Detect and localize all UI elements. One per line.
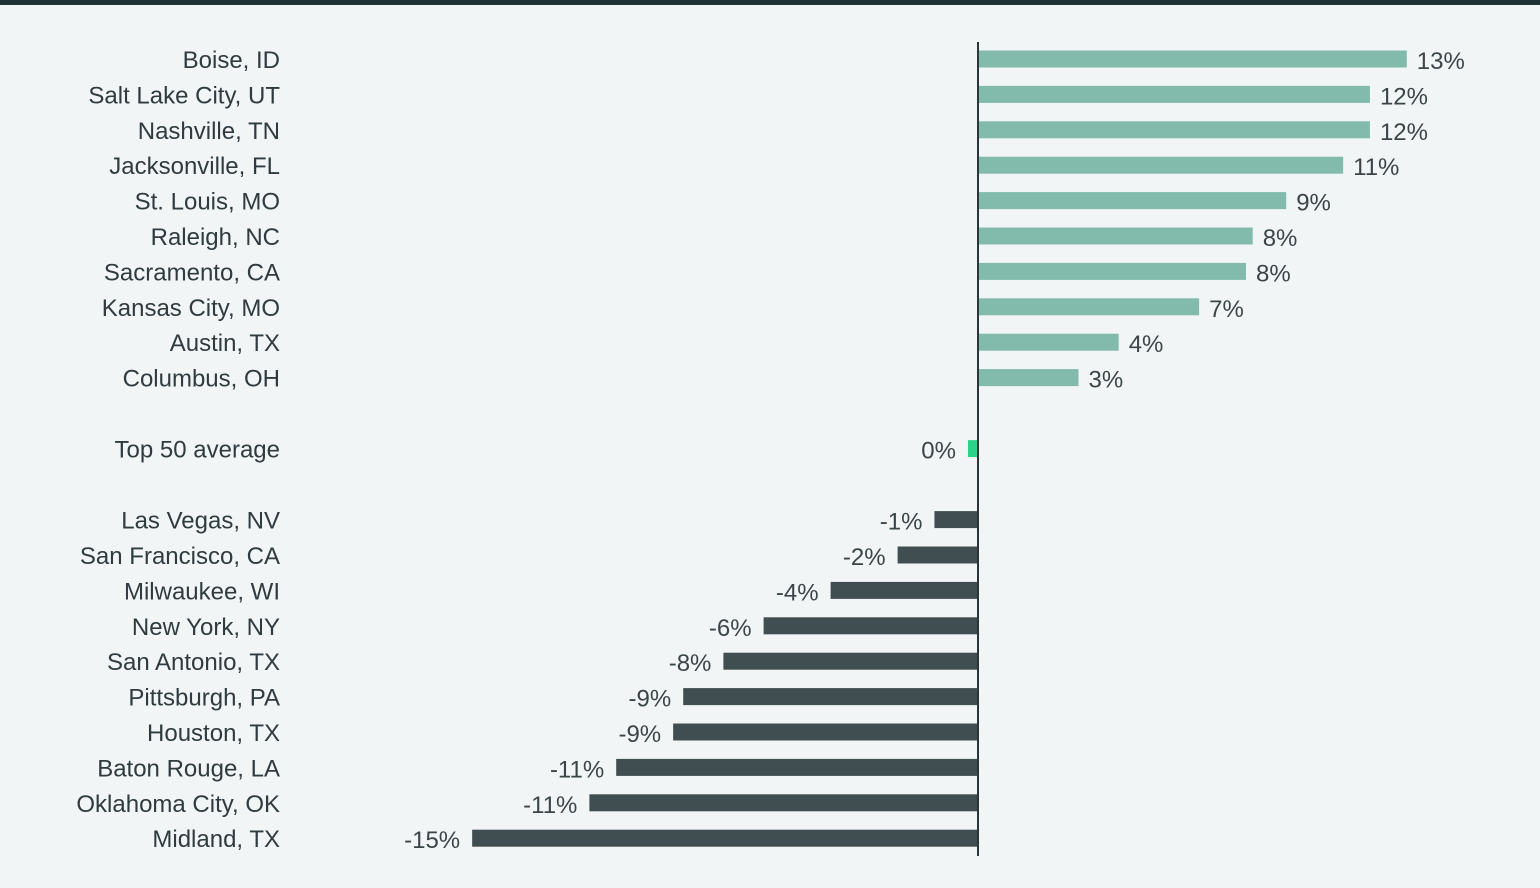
bar-decliners xyxy=(673,723,978,741)
bar-gainers xyxy=(978,121,1370,139)
data-label: -8% xyxy=(669,650,712,677)
data-label: -15% xyxy=(404,827,460,854)
data-label: 7% xyxy=(1209,296,1244,323)
bar-gainers xyxy=(978,156,1344,174)
category-label: Oklahoma City, OK xyxy=(76,791,280,818)
bar-decliners xyxy=(763,617,978,635)
category-label: Pittsburgh, PA xyxy=(128,685,280,712)
bar-gainers xyxy=(978,298,1200,316)
category-label: Baton Rouge, LA xyxy=(97,755,280,782)
data-label: -9% xyxy=(629,686,672,713)
data-label: 4% xyxy=(1129,331,1164,358)
data-label: -11% xyxy=(523,792,577,819)
top-rule xyxy=(0,0,1540,5)
bar-gainers xyxy=(978,192,1287,210)
category-label: Jacksonville, FL xyxy=(109,153,280,180)
bar-decliners xyxy=(683,688,978,706)
category-label: New York, NY xyxy=(132,614,280,641)
category-label: Kansas City, MO xyxy=(102,295,280,322)
data-label: 12% xyxy=(1380,83,1428,110)
data-label: 11% xyxy=(1353,154,1399,181)
category-label: Austin, TX xyxy=(170,330,280,357)
bar-gainers xyxy=(978,85,1370,103)
category-label: Columbus, OH xyxy=(123,366,280,393)
data-label: -11% xyxy=(550,756,604,783)
bar-gainers xyxy=(978,262,1246,280)
bar-decliners xyxy=(472,829,978,847)
category-label: Milwaukee, WI xyxy=(124,578,280,605)
category-label: St. Louis, MO xyxy=(135,189,280,216)
category-label: Raleigh, NC xyxy=(151,224,280,251)
data-label: -1% xyxy=(880,509,923,536)
category-label: Sacramento, CA xyxy=(104,259,280,286)
data-label: -2% xyxy=(843,544,886,571)
data-label: -4% xyxy=(776,579,819,606)
category-label: San Francisco, CA xyxy=(80,543,280,570)
bar-decliners xyxy=(934,511,978,529)
bar-decliners xyxy=(830,581,978,599)
bar-gainers xyxy=(978,227,1253,245)
bar-average xyxy=(967,440,978,458)
bar-decliners xyxy=(616,758,978,776)
category-label: Nashville, TN xyxy=(138,118,280,145)
category-label: Salt Lake City, UT xyxy=(88,82,280,109)
bar-gainers xyxy=(978,50,1407,68)
category-label: Las Vegas, NV xyxy=(121,508,280,535)
data-label: -6% xyxy=(709,615,752,642)
bar-gainers xyxy=(978,333,1119,351)
data-label: -9% xyxy=(618,721,661,748)
data-label: 13% xyxy=(1417,48,1465,75)
data-label: 9% xyxy=(1296,190,1331,217)
data-label: 3% xyxy=(1089,367,1124,394)
bar-decliners xyxy=(589,794,978,812)
category-label: Boise, ID xyxy=(183,47,280,74)
category-label: Top 50 average xyxy=(115,437,280,464)
category-label: San Antonio, TX xyxy=(107,649,280,676)
data-label: 8% xyxy=(1256,260,1291,287)
data-label: 12% xyxy=(1380,119,1428,146)
data-label: 8% xyxy=(1263,225,1298,252)
bar-decliners xyxy=(723,652,978,670)
bar-decliners xyxy=(897,546,978,564)
data-label: 0% xyxy=(921,438,956,465)
category-label: Midland, TX xyxy=(152,826,280,853)
bar-gainers xyxy=(978,369,1079,387)
category-label: Houston, TX xyxy=(147,720,280,747)
